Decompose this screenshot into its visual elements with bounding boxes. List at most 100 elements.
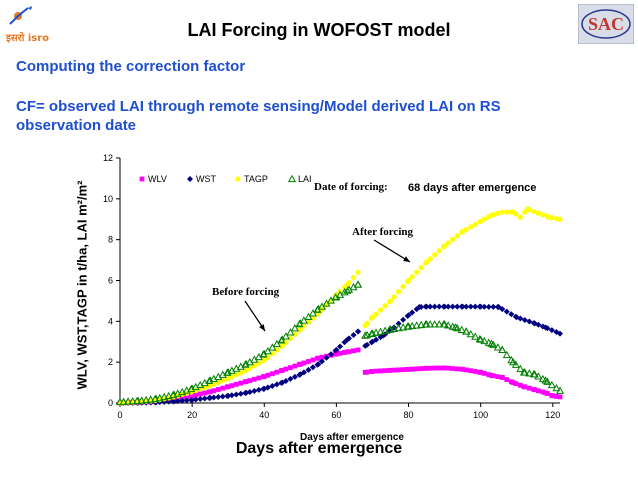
series-marker-wst (201, 395, 208, 402)
series-marker-tagp (278, 343, 284, 350)
series-marker-wst (490, 303, 497, 310)
series-marker-wlv (206, 389, 212, 395)
series-marker-wst (183, 397, 190, 404)
series-marker-lai (516, 364, 525, 373)
series-marker-wlv (472, 369, 478, 374)
data-point-lai (451, 323, 460, 331)
series-marker-wlv (184, 394, 190, 400)
series-marker-wlv (256, 375, 262, 381)
series-marker-tagp (341, 284, 348, 290)
series-marker-tagp (292, 331, 298, 337)
series-marker-wlv (215, 387, 221, 392)
series-marker-wst (273, 381, 280, 388)
series-marker-lai (552, 383, 561, 392)
series-marker-wlv (504, 377, 510, 383)
series-marker-lai (426, 320, 435, 328)
series-marker-lai (484, 338, 493, 346)
series-marker-tagp (549, 215, 555, 221)
series-marker-tagp (346, 279, 352, 286)
y-tick-label: 8 (108, 235, 113, 245)
series-marker-tagp (477, 219, 483, 225)
series-marker-wlv (436, 365, 442, 371)
series-marker-lai (295, 319, 304, 328)
isro-logo-icon (9, 6, 32, 25)
series-marker-wlv (355, 347, 361, 353)
series-marker-lai (286, 328, 295, 336)
series-marker-lai (164, 391, 173, 400)
series-marker-lai (417, 320, 426, 329)
series-marker-wlv (508, 379, 514, 385)
series-marker-tagp (202, 384, 208, 391)
annotation-after-forcing: After forcing (352, 226, 413, 238)
series-marker-tagp (553, 215, 559, 222)
legend-marker-wst (187, 176, 193, 182)
series-marker-tagp (274, 347, 280, 353)
x-axis-label: Days after emergence (300, 432, 404, 443)
series-marker-wlv (288, 365, 293, 370)
series-marker-wlv (274, 369, 280, 375)
series-marker-wlv (238, 380, 244, 386)
series-marker-wlv (342, 350, 347, 355)
series-marker-tagp (414, 269, 420, 275)
series-marker-wlv (278, 368, 284, 374)
series-marker-wst (368, 339, 375, 346)
series-marker-lai (308, 309, 317, 317)
series-marker-wst (309, 364, 316, 371)
series-marker-wlv (481, 370, 487, 376)
series-marker-wlv (490, 373, 496, 379)
series-marker-wst (445, 303, 452, 310)
series-marker-tagp (386, 299, 393, 305)
series-marker-lai (353, 280, 363, 288)
series-marker-wst (305, 366, 312, 373)
x-tick-label: 60 (331, 410, 341, 420)
series-marker-wst (458, 303, 465, 310)
series-marker-tagp (364, 320, 370, 326)
series-marker-wlv (369, 369, 374, 374)
series-marker-wst (314, 361, 321, 368)
series-marker-wlv (553, 393, 559, 399)
series-marker-wlv (297, 362, 302, 367)
series-marker-wst (282, 377, 289, 384)
series-marker-wlv (193, 392, 199, 398)
series-marker-tagp (350, 274, 357, 281)
y-tick-label: 4 (108, 316, 113, 326)
series-marker-lai (160, 392, 169, 401)
legend-label-lai: LAI (298, 174, 312, 184)
series-marker-lai (304, 312, 313, 321)
series-marker-tagp (517, 214, 523, 220)
series-marker-tagp (409, 274, 415, 280)
series-marker-tagp (531, 208, 537, 215)
series-marker-lai (290, 324, 299, 332)
series-marker-wst (503, 308, 510, 315)
series-marker-wst (409, 309, 416, 316)
series-marker-wlv (454, 366, 460, 372)
series-marker-wlv (486, 372, 492, 378)
series-marker-tagp (445, 240, 451, 246)
isro-logo-text: इसरो isro (6, 33, 50, 44)
series-marker-wlv (468, 368, 474, 374)
series-marker-wst (418, 303, 425, 310)
series-marker-wst (512, 313, 519, 320)
legend-marker-lai (287, 174, 297, 183)
series-marker-wst (323, 354, 330, 361)
series-marker-tagp (463, 226, 469, 233)
series-marker-wst (337, 343, 343, 350)
series-marker-lai (435, 320, 444, 328)
series-marker-wlv (373, 368, 379, 374)
series-marker-tagp (472, 221, 478, 227)
series-marker-wst (197, 396, 204, 403)
series-marker-lai (525, 369, 534, 377)
series-marker-lai (462, 327, 471, 335)
series-marker-lai (394, 323, 403, 332)
series-marker-tagp (468, 224, 474, 230)
series-marker-tagp (522, 209, 528, 215)
series-marker-tagp (454, 233, 460, 239)
series-marker-lai (155, 393, 164, 402)
series-marker-tagp (481, 216, 487, 222)
series-marker-tagp (296, 327, 303, 333)
series-marker-lai (448, 322, 457, 330)
series-marker-wlv (513, 381, 519, 387)
series-marker-tagp (436, 248, 442, 254)
series-marker-lai (534, 372, 543, 380)
data-point-wlv (557, 394, 563, 400)
